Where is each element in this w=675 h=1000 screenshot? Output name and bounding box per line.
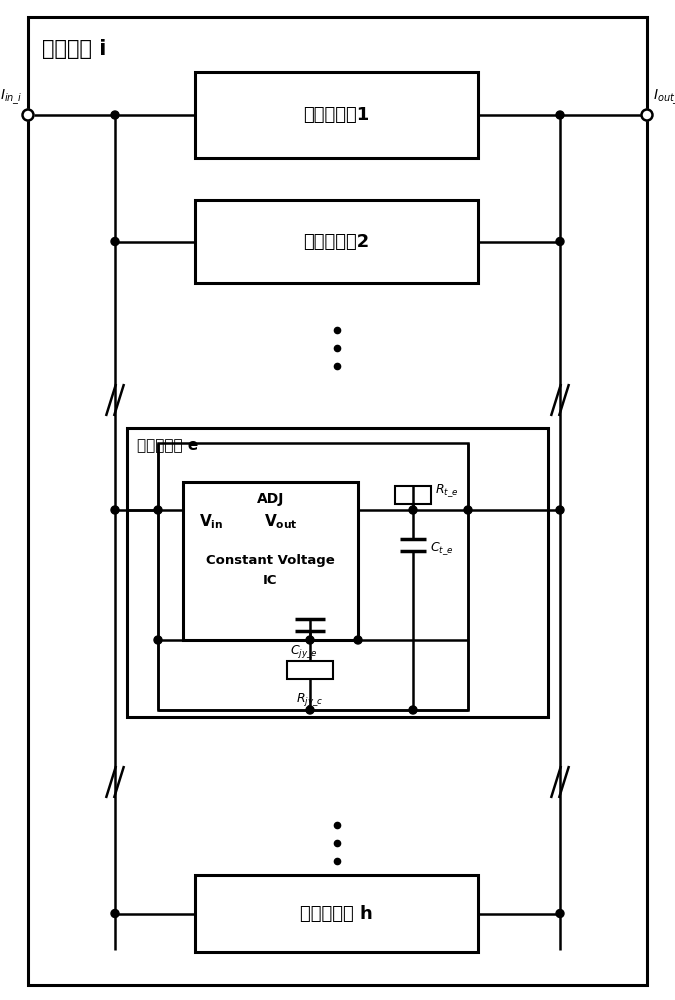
Bar [287, 661, 333, 679]
Circle shape [111, 506, 119, 514]
Text: $R_{jy\_c}$: $R_{jy\_c}$ [296, 691, 324, 708]
Circle shape [409, 506, 417, 514]
Bar [183, 482, 358, 640]
Circle shape [641, 109, 653, 120]
Text: $I_{out\_i}$: $I_{out\_i}$ [653, 88, 675, 107]
Circle shape [111, 237, 119, 245]
Text: $\mathbf{V_{out}}$: $\mathbf{V_{out}}$ [264, 512, 298, 531]
Bar [195, 200, 478, 283]
Text: 恒流子模块 e: 恒流子模块 e [137, 438, 198, 453]
Circle shape [354, 636, 362, 644]
Text: 恒流子模块2: 恒流子模块2 [303, 232, 370, 250]
Text: $C_{jy\_e}$: $C_{jy\_e}$ [290, 643, 318, 660]
Text: $I_{in\_i}$: $I_{in\_i}$ [0, 88, 22, 107]
Circle shape [111, 111, 119, 119]
Circle shape [556, 910, 564, 918]
Text: $C_{t\_e}$: $C_{t\_e}$ [430, 541, 454, 557]
Circle shape [22, 109, 34, 120]
Text: IC: IC [263, 574, 277, 587]
Circle shape [306, 636, 314, 644]
Bar [127, 428, 548, 717]
Circle shape [306, 706, 314, 714]
Text: ADJ: ADJ [256, 492, 284, 506]
Circle shape [556, 506, 564, 514]
Bar [195, 72, 478, 158]
Text: 恒流子模块1: 恒流子模块1 [303, 106, 370, 124]
Bar [395, 486, 431, 504]
Text: $\mathbf{V_{in}}$: $\mathbf{V_{in}}$ [199, 512, 223, 531]
Circle shape [556, 111, 564, 119]
Circle shape [409, 706, 417, 714]
Circle shape [464, 506, 472, 514]
Circle shape [154, 636, 162, 644]
Text: 恒流子模块 h: 恒流子模块 h [300, 904, 373, 922]
Circle shape [556, 237, 564, 245]
Bar [158, 443, 468, 710]
Bar [195, 875, 478, 952]
Text: $R_{t\_e}$: $R_{t\_e}$ [435, 483, 458, 499]
Circle shape [111, 910, 119, 918]
Circle shape [154, 506, 162, 514]
Text: 恒流模块 i: 恒流模块 i [42, 39, 107, 59]
Text: Constant Voltage: Constant Voltage [206, 554, 335, 567]
